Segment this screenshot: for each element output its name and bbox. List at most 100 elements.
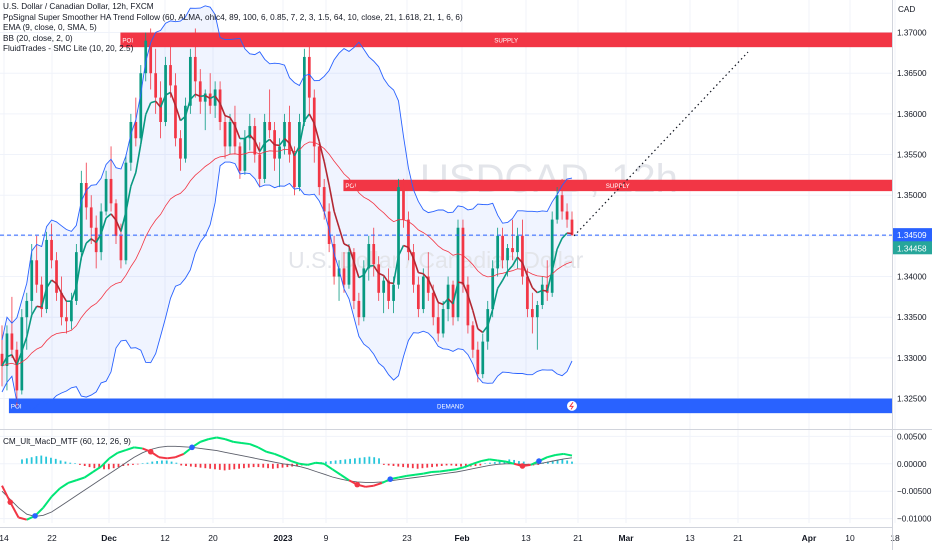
candle-body [159,97,162,122]
candle-body [416,284,420,310]
macd-histogram-bar [397,463,400,467]
macd-line-segment [480,458,490,463]
macd-line-segment [274,452,284,459]
candle-body [357,300,361,318]
macd-histogram-bar [329,461,332,464]
macd-histogram-bar [436,463,438,467]
candle [387,268,390,310]
macd-line-segment [92,465,102,473]
candle-body [55,260,58,293]
candle [159,81,162,139]
candle [302,48,306,127]
candle-body [382,280,386,293]
candle [327,203,331,253]
ema-segment [452,282,459,305]
ema-segment [234,125,241,139]
candle [481,333,485,379]
macd-histogram-bar [455,463,458,466]
ema-segment [110,213,117,221]
candle [213,81,217,118]
supply-zone [120,32,893,48]
candle-body [144,40,148,74]
y-tick-label: 1.32500 [897,395,927,404]
macd-histogram-bar [74,463,76,464]
macd-line-segment [216,436,226,441]
candle-body [40,284,44,310]
poi-label: POI [11,403,22,410]
ema-segment [486,309,494,327]
candle [521,219,524,285]
legend-symbol[interactable]: U.S. Dollar / Canadian Dollar, 12h, FXCM [3,2,154,11]
candle [40,276,44,318]
candle-body [526,276,529,310]
candle-body [65,317,68,322]
macd-line-segment [266,450,275,455]
candle-body [387,280,390,301]
x-tick-label: Mar [618,533,634,543]
candle-body [431,292,435,318]
candle-body [278,146,281,159]
candle-body [10,333,14,350]
x-tick-label: 22 [47,533,57,543]
x-tick-label: 23 [402,533,412,543]
candle [496,227,500,277]
candle-body [332,244,336,277]
macd-histogram-bar [262,463,265,468]
candle [74,244,78,305]
macd-cross-dot [189,444,195,451]
ema-segment [363,265,370,276]
currency-label: CAD [898,5,915,14]
candle-body [84,183,88,208]
candle [283,113,286,155]
legend-ema[interactable]: EMA (9, close, 0, SMA, 5) [3,23,97,33]
macd-histogram-bar [387,463,390,466]
candle-body [243,138,247,171]
ema-segment [491,288,499,310]
macd-line-segment [472,460,482,465]
x-tick-label: Dec [101,533,117,543]
ema-segment [442,298,449,305]
candle-body [70,300,73,322]
y-tick-label: 1.35000 [897,191,927,200]
ema-segment [561,232,568,239]
candle-body [60,292,63,318]
macd-histogram-bar [83,463,86,466]
legend-ppsignal[interactable]: PpSignal Super Smoother HA Trend Follow … [3,12,463,22]
macd-line-segment [1,485,12,503]
macd-cross-dot [7,499,14,505]
candle [55,252,58,301]
macd-line-segment [208,436,217,441]
macd-line-segment [431,470,440,474]
macd-histogram-bar [45,456,48,464]
candle-body [35,260,39,285]
candle-body [129,122,133,163]
y-tick-label: 1.36500 [897,69,927,78]
macd-histogram-bar [214,463,216,470]
candle-body [223,122,227,147]
macd-line-segment [257,446,267,453]
ema-segment [477,328,484,334]
ema-segment [506,265,514,272]
candle-body [461,227,465,285]
legend-bb[interactable]: BB (20, close, 2, 0) [3,33,73,43]
ema-segment [105,213,112,219]
ema-segment [437,301,444,306]
ema-segment [283,138,291,144]
candle [352,248,356,310]
poi-label: POI [122,37,133,44]
legend-fluidtrades[interactable]: FluidTrades - SMC Lite (10, 20, 2.5) [3,44,134,54]
macd-cross-dot [536,458,542,464]
macd-legend[interactable]: CM_Ult_MacD_MTF (60, 12, 26, 9) [3,437,131,446]
bollinger-lower [1,161,573,412]
ema-segment [556,238,563,250]
candle [501,227,504,269]
candle [109,146,113,212]
ema-segment [40,287,48,308]
macd-histogram-bar [218,463,221,470]
ema-segment [388,281,394,285]
candle [416,276,420,318]
ema-segment [51,279,57,285]
candle-body [119,235,123,261]
demand-zone [8,398,893,414]
